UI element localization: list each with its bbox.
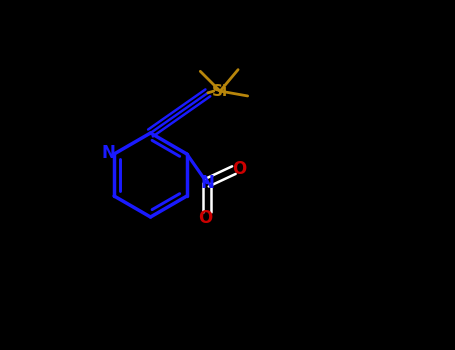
Text: N: N bbox=[200, 174, 214, 192]
Text: Si: Si bbox=[212, 84, 228, 99]
Text: N: N bbox=[101, 144, 116, 162]
Text: O: O bbox=[198, 209, 212, 227]
Text: O: O bbox=[232, 160, 246, 178]
